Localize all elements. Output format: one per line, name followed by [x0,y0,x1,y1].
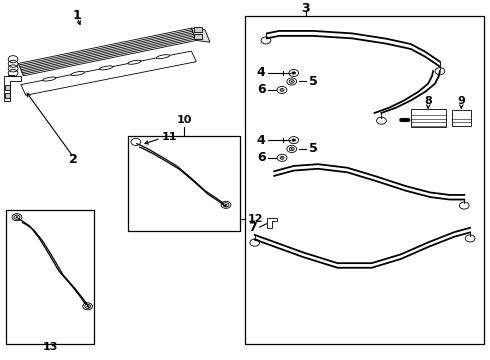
Circle shape [281,157,283,158]
Circle shape [86,305,89,307]
Text: 3: 3 [301,2,310,15]
Ellipse shape [128,60,141,64]
Polygon shape [4,76,21,100]
Text: 13: 13 [43,342,58,352]
Bar [5,93,10,98]
Ellipse shape [71,71,84,76]
Ellipse shape [43,77,56,81]
Text: 5: 5 [309,143,318,156]
Text: 12: 12 [247,214,263,224]
Text: 7: 7 [248,221,257,234]
Circle shape [225,204,227,206]
Text: 10: 10 [176,115,192,125]
Bar [194,27,202,32]
Circle shape [281,89,283,91]
Text: 6: 6 [257,151,266,164]
Circle shape [292,139,296,142]
Polygon shape [21,51,196,95]
Polygon shape [267,218,277,228]
Ellipse shape [156,55,170,59]
Text: 4: 4 [257,67,266,80]
Ellipse shape [99,66,113,70]
Text: 5: 5 [309,75,318,88]
Bar [128,136,240,231]
Bar [411,109,446,127]
Polygon shape [192,28,210,42]
Circle shape [292,71,296,75]
Polygon shape [19,28,196,76]
Bar [245,16,484,345]
Circle shape [291,81,293,82]
Bar [452,111,471,126]
Circle shape [406,118,410,121]
Text: 6: 6 [257,84,266,96]
Bar [6,210,94,345]
Circle shape [400,118,404,121]
Bar [194,34,202,39]
Text: 1: 1 [73,9,81,22]
Circle shape [16,216,18,218]
Circle shape [291,148,293,150]
Bar [5,85,10,90]
Text: 9: 9 [457,96,465,106]
Text: 2: 2 [69,153,78,166]
Text: 4: 4 [257,134,266,147]
Text: 8: 8 [424,96,432,106]
Circle shape [403,118,407,121]
Text: 11: 11 [162,132,177,141]
